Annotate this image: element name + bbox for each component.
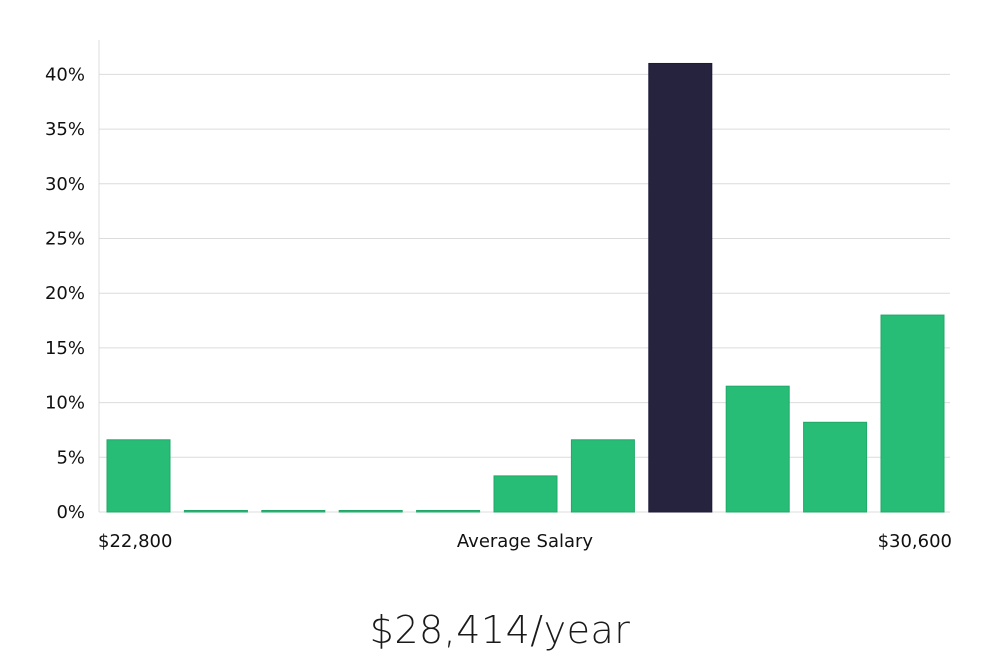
y-tick-label: 20%	[45, 283, 85, 304]
bar	[106, 439, 171, 513]
y-tick-label: 10%	[45, 393, 85, 414]
x-max-label: $30,600	[878, 531, 952, 552]
bar	[725, 385, 790, 513]
bar-highlight	[648, 62, 713, 513]
bar	[803, 421, 868, 513]
x-min-label: $22,800	[98, 531, 172, 552]
x-axis-title: Average Salary	[457, 531, 594, 552]
bar	[570, 439, 635, 513]
bar	[880, 314, 945, 513]
y-tick-label: 0%	[56, 502, 85, 523]
bars	[106, 62, 945, 513]
y-tick-labels: 0% 5% 10% 15% 20% 25% 30% 35% 40%	[45, 64, 85, 523]
bar	[183, 510, 248, 513]
y-tick-label: 5%	[56, 447, 85, 468]
bar	[493, 475, 558, 513]
salary-histogram: 0% 5% 10% 15% 20% 25% 30% 35% 40% $22,800 Averag…	[45, 40, 952, 552]
y-tick-label: 25%	[45, 229, 85, 250]
average-salary-value: $28,414/year	[369, 608, 631, 652]
y-tick-label: 30%	[45, 174, 85, 195]
y-tick-label: 15%	[45, 338, 85, 359]
bar	[261, 510, 326, 513]
y-tick-label: 40%	[45, 64, 85, 85]
bar	[338, 510, 403, 513]
bar	[416, 510, 481, 513]
grid-lines	[99, 73, 950, 513]
y-tick-label: 35%	[45, 119, 85, 140]
